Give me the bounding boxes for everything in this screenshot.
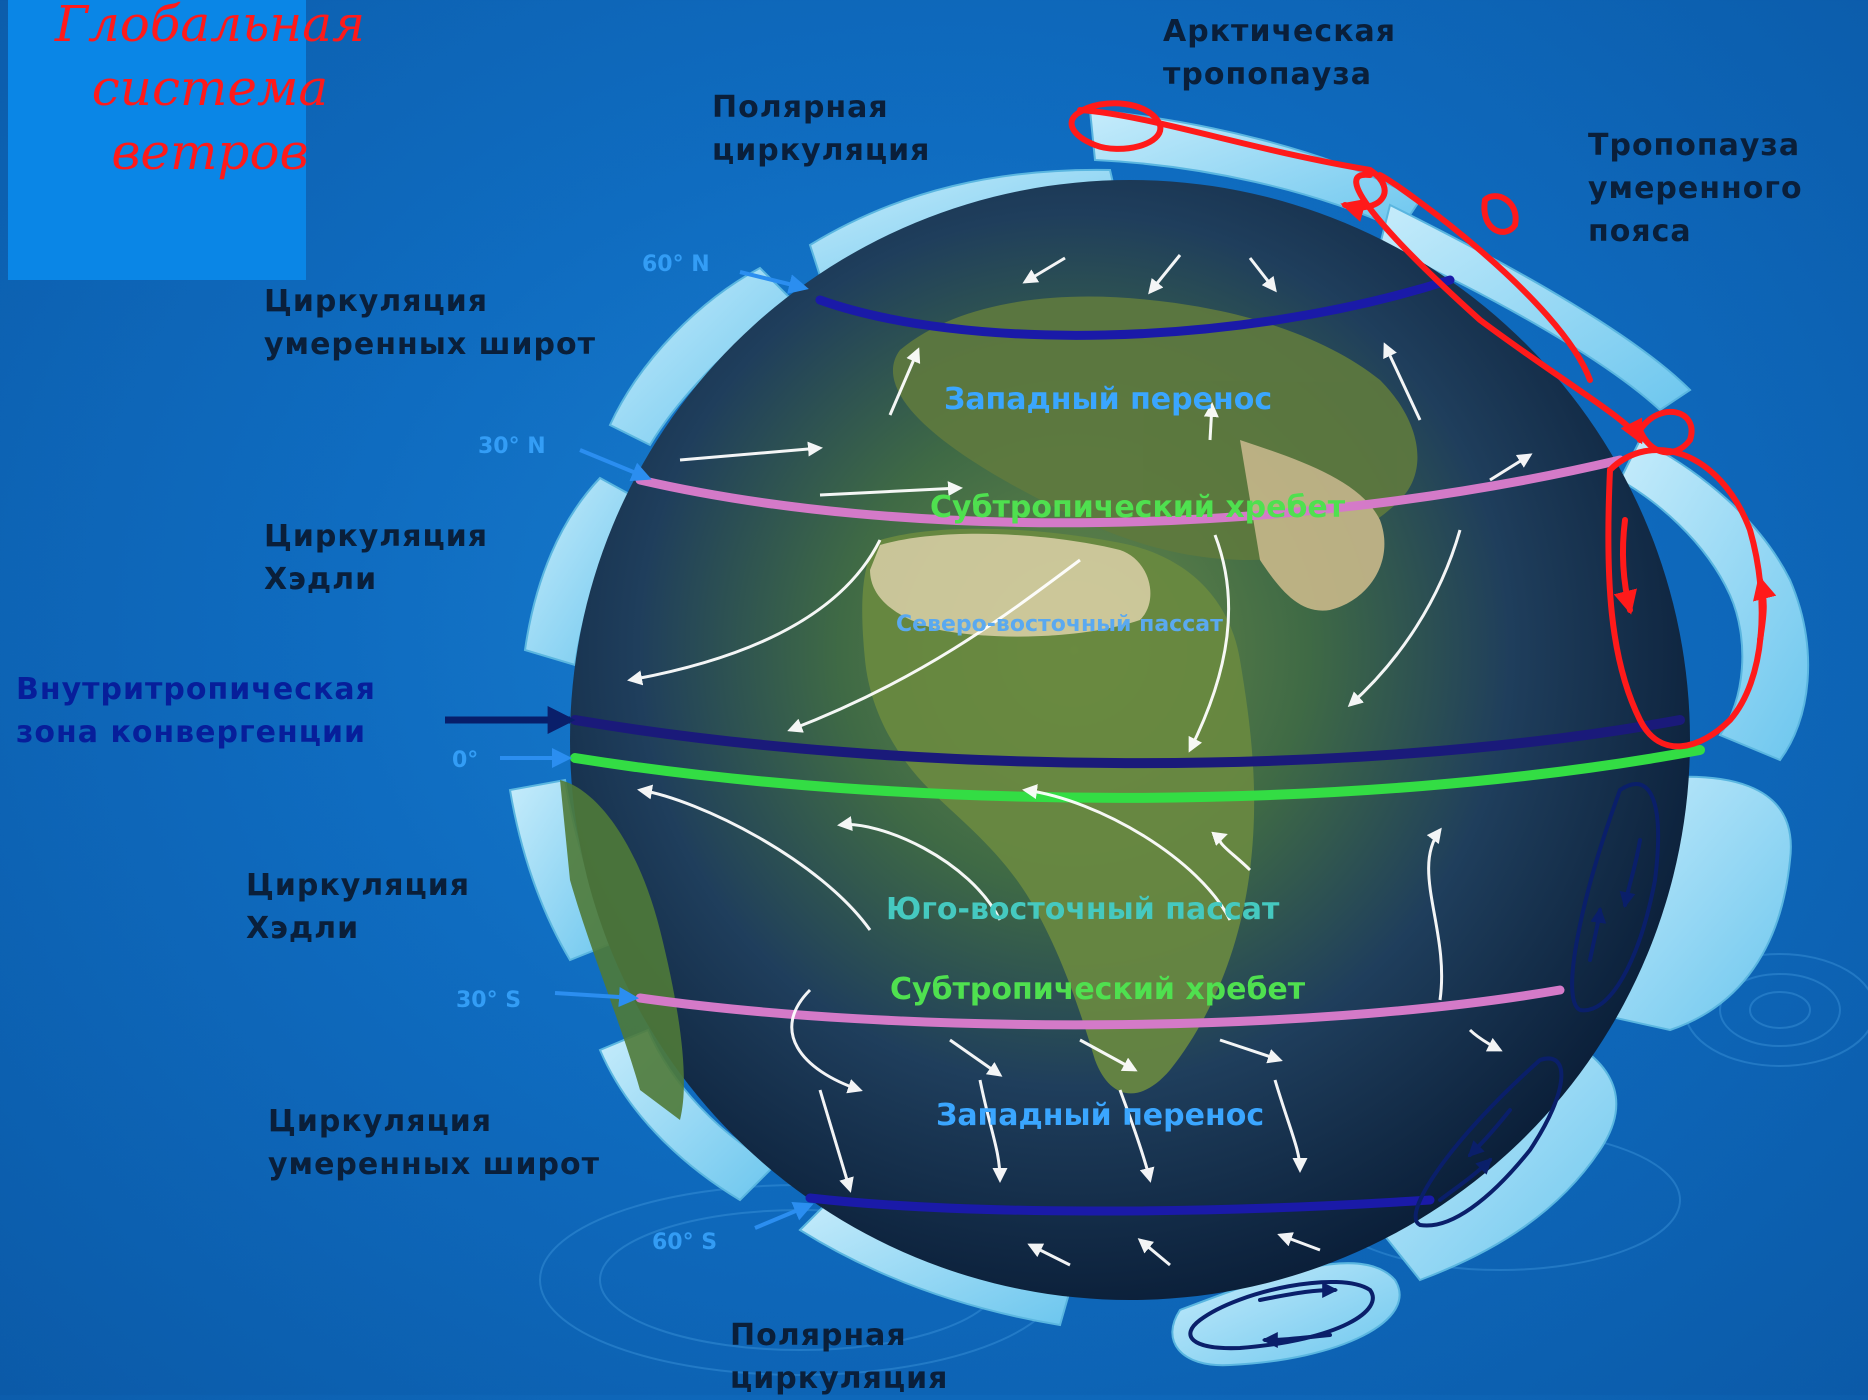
- label-line: Внутритропическая: [16, 668, 376, 711]
- label-polar-circulation-top: Полярная циркуляция: [712, 86, 930, 172]
- label-ne-trade: Северо-восточный пассат: [896, 612, 1223, 637]
- label-hadley-north: Циркуляция Хэдли: [264, 515, 488, 601]
- label-line: Хэдли: [246, 907, 470, 950]
- label-line: циркуляция: [730, 1357, 948, 1400]
- label-line: Циркуляция: [264, 515, 488, 558]
- latitude-30n: 30° N: [478, 434, 546, 459]
- label-line: циркуляция: [712, 129, 930, 172]
- label-line: зона конвергенции: [16, 711, 376, 754]
- label-westerlies-south: Западный перенос: [936, 1098, 1264, 1133]
- label-mid-latitude-north: Циркуляция умеренных широт: [264, 280, 596, 366]
- latitude-60s: 60° S: [652, 1230, 717, 1255]
- label-itcz: Внутритропическая зона конвергенции: [16, 668, 376, 754]
- label-subtropical-ridge-north: Субтропический хребет: [930, 490, 1345, 525]
- label-subtropical-ridge-south: Субтропический хребет: [890, 972, 1305, 1007]
- label-line: тропопауза: [1163, 53, 1396, 96]
- label-mid-latitude-south: Циркуляция умеренных широт: [268, 1100, 600, 1186]
- page-title: Глобальная система ветров: [10, 0, 410, 184]
- label-arctic-tropopause: Арктическая тропопауза: [1163, 10, 1396, 96]
- label-line: умеренных широт: [264, 323, 596, 366]
- label-line: Циркуляция: [246, 864, 470, 907]
- label-se-trade: Юго-восточный пассат: [886, 892, 1279, 927]
- title-line-3: ветров: [10, 120, 410, 184]
- label-line: Хэдли: [264, 558, 488, 601]
- label-line: Полярная: [712, 86, 930, 129]
- latitude-60n: 60° N: [642, 252, 710, 277]
- label-line: умеренного: [1588, 167, 1803, 210]
- latitude-equator: 0°: [452, 748, 478, 773]
- label-line: Циркуляция: [264, 280, 596, 323]
- label-westerlies-north: Западный перенос: [944, 382, 1272, 417]
- label-polar-circulation-bottom: Полярная циркуляция: [730, 1314, 948, 1400]
- label-hadley-south: Циркуляция Хэдли: [246, 864, 470, 950]
- label-line: умеренных широт: [268, 1143, 600, 1186]
- latitude-30s: 30° S: [456, 988, 521, 1013]
- label-line: Тропопауза: [1588, 124, 1803, 167]
- label-line: Полярная: [730, 1314, 948, 1357]
- label-line: пояса: [1588, 210, 1803, 253]
- label-line: Циркуляция: [268, 1100, 600, 1143]
- title-line-1: Глобальная: [10, 0, 410, 56]
- title-line-2: система: [10, 56, 410, 120]
- label-line: Арктическая: [1163, 10, 1396, 53]
- label-temperate-tropopause: Тропопауза умеренного пояса: [1588, 124, 1803, 253]
